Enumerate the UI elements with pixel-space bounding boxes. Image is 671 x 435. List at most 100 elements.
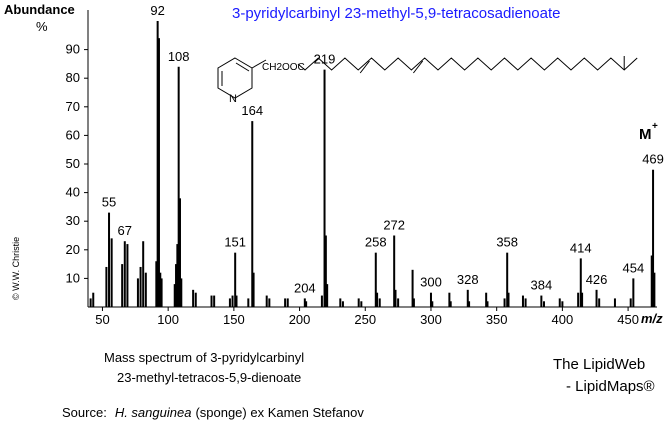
peak-label: 414 [570,240,592,255]
peak [448,292,451,307]
caption: 23-methyl-tetracos-5,9-dienoate [117,370,301,385]
peak [180,278,183,307]
peak [652,169,655,307]
peak [561,301,564,307]
y-tick-label: 90 [66,42,80,57]
peak [234,252,237,307]
peak-label: 92 [150,3,164,18]
alkyl-chain [297,57,638,71]
peak [653,272,656,307]
peak-label: 55 [102,195,116,210]
peak-label: 204 [294,280,316,295]
peak [632,278,635,307]
peak [89,298,92,307]
y-tick-label: 80 [66,70,80,85]
source-species: H. sanguinea [115,405,192,420]
peak [175,264,178,307]
x-tick-label: 350 [486,312,508,327]
y-tick-label: 20 [66,242,80,257]
peak [397,298,400,307]
peak [429,292,432,307]
peak [192,289,195,307]
structure: N CH2OOC [217,56,638,105]
peak [378,298,381,307]
peak [105,266,108,307]
peak [110,238,113,307]
peak [235,295,238,307]
peak [173,284,176,307]
peak [176,244,179,307]
peak-label: 300 [420,275,442,290]
source: Source: H. sanguinea (sponge) ex Kamen Ste… [62,405,364,420]
peak [324,235,327,307]
peak [558,298,561,307]
peak [157,38,160,307]
peak [142,241,145,307]
peak [629,298,632,307]
peak [542,301,545,307]
peak [155,261,158,307]
peak-label: 258 [365,235,387,250]
brand: The LipidWeb [553,356,645,373]
x-tick-label: 400 [552,312,574,327]
peak [305,301,308,307]
source-prefix: Source: [62,405,107,420]
peak [136,278,139,307]
peak [524,298,527,307]
x-tick-label: 100 [157,312,179,327]
y-tick-label: 10 [66,270,80,285]
brand: - LipidMaps® [566,378,655,395]
peak [178,198,181,307]
peak [108,212,111,307]
peak [213,295,216,307]
peak [323,69,326,308]
peak [503,298,506,307]
y-tick-label: 70 [66,99,80,114]
x-tick-label: 50 [95,312,109,327]
peak [144,272,147,307]
peak [247,298,250,307]
pyridine-ring [217,57,253,99]
peak-label: 67 [118,223,132,238]
peak-label: 108 [168,49,190,64]
peak [252,272,255,307]
x-tick-label: 450 [617,312,639,327]
peak [303,298,306,307]
peak [177,66,180,307]
peak [507,292,510,307]
caption: Mass spectrum of 3-pyridylcarbinyl [104,350,304,365]
y-tick-label: 60 [66,127,80,142]
peak [411,269,414,307]
atom-label: N [229,93,237,105]
copyright: © W.W. Christie [11,237,21,300]
peak [650,255,653,307]
peak [231,295,234,307]
peak-label: 384 [531,278,553,293]
y-tick-label: 40 [66,185,80,200]
source-rest: (sponge) ex Kamen Stefanov [195,405,364,420]
peak [139,266,142,307]
peak [393,235,396,307]
peak [123,241,126,307]
bond [413,60,424,74]
peak [339,298,342,307]
peak [268,298,271,307]
peak-label: 328 [457,272,479,287]
peak [577,292,580,307]
peak [374,252,377,307]
peak [521,295,524,307]
bond [359,60,370,74]
y-tick-label: 30 [66,213,80,228]
y-axis-unit: % [36,19,48,34]
peak [265,295,268,307]
y-axis-label: Abundance [4,2,75,17]
peak [228,298,231,307]
peak [357,298,360,307]
peak [486,301,489,307]
peak [286,298,289,307]
peak [595,289,598,307]
peak [598,298,601,307]
peak [376,292,379,307]
peak [466,289,469,307]
